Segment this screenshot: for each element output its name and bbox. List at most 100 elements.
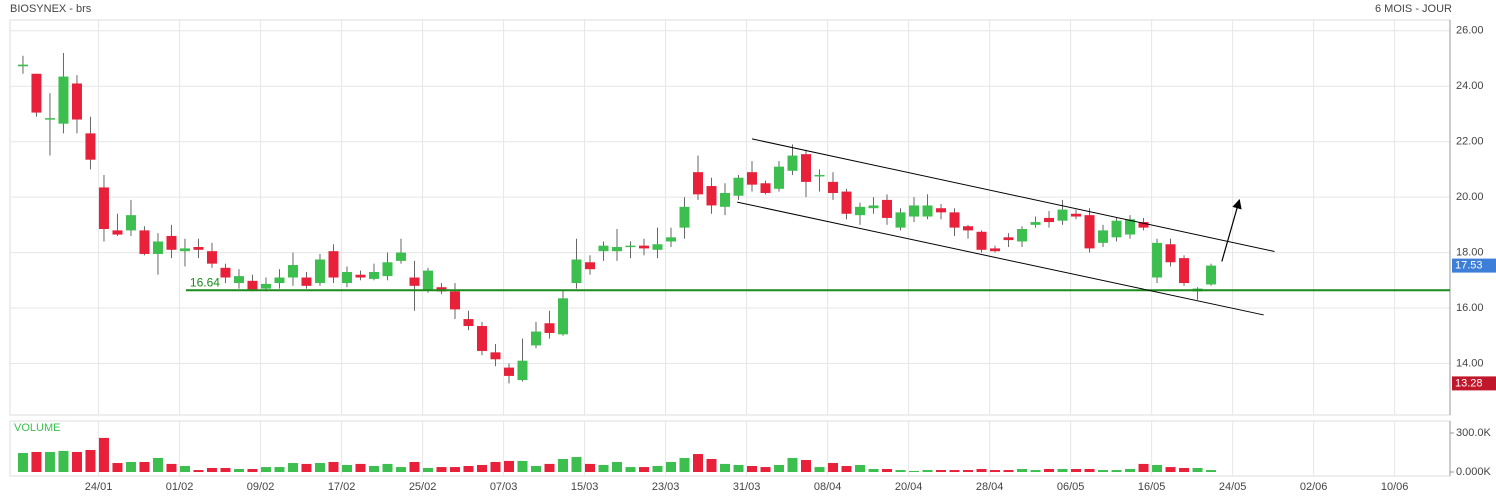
volume-bar: [274, 467, 285, 472]
volume-bar: [287, 463, 298, 472]
chart-subtitle: 6 MOIS - JOUR: [1375, 3, 1452, 15]
volume-bar: [882, 469, 893, 472]
volume-bar: [787, 457, 798, 472]
candle-body: [747, 172, 758, 185]
volume-bar: [530, 466, 541, 472]
volume-bar: [868, 469, 879, 472]
volume-bar: [503, 460, 514, 472]
volume-bar: [895, 470, 906, 472]
volume-bar: [652, 466, 663, 472]
y-tick-label: 14.00: [1456, 357, 1484, 369]
candle-body: [1111, 220, 1122, 238]
volume-bar: [828, 463, 839, 472]
volume-bar: [963, 470, 974, 472]
candle-body: [774, 166, 785, 189]
candle-body: [949, 212, 960, 228]
volume-bar: [598, 464, 609, 472]
candle-body: [693, 172, 704, 195]
candle-body: [476, 326, 487, 351]
candle-body: [706, 186, 717, 206]
candle-body: [1206, 265, 1217, 285]
volume-bar: [301, 463, 312, 472]
volume-bar: [382, 463, 393, 472]
volume-bar: [1125, 469, 1136, 472]
volume-bar: [1138, 463, 1149, 472]
y-tick-label: 0.000K: [1456, 466, 1492, 478]
volume-bar: [841, 466, 852, 472]
x-tick-label: 10/06: [1381, 481, 1409, 493]
candle-body: [1044, 217, 1055, 223]
x-tick-label: 08/04: [814, 481, 842, 493]
candle-body: [814, 174, 825, 177]
volume-bar: [666, 461, 677, 472]
volume-bar: [314, 463, 325, 472]
candle-body: [368, 271, 379, 279]
candle-body: [1084, 215, 1095, 249]
candle-body: [328, 251, 339, 278]
volume-bar: [733, 464, 744, 472]
candle-body: [247, 280, 258, 290]
chart-title: BIOSYNEX - brs: [10, 3, 92, 15]
y-tick-label: 300.0K: [1456, 427, 1492, 439]
candle-body: [1003, 237, 1014, 241]
candle-body: [963, 226, 974, 231]
candle-body: [1030, 222, 1041, 225]
volume-bar: [720, 463, 731, 472]
candle-body: [220, 267, 231, 278]
arrow: [1221, 198, 1242, 262]
candle-body: [17, 64, 28, 67]
candle-body: [152, 241, 163, 254]
candle-body: [855, 206, 866, 216]
volume-bar: [1165, 467, 1176, 472]
volume-bar: [1071, 469, 1082, 472]
last-price-label: 17.53: [1455, 259, 1483, 271]
volume-bar: [557, 458, 568, 472]
candle-body: [193, 247, 204, 250]
x-tick-label: 06/05: [1057, 481, 1085, 493]
candle-body: [652, 244, 663, 250]
volume-bar: [679, 457, 690, 472]
candle-body: [1179, 258, 1190, 284]
candle-body: [1071, 213, 1082, 217]
candle-body: [98, 187, 109, 230]
x-tick-label: 24/01: [85, 481, 113, 493]
volume-bar: [1057, 469, 1068, 472]
volume-bar: [98, 437, 109, 472]
volume-bar: [71, 451, 82, 472]
volume-bar: [1030, 470, 1041, 472]
candle-body: [206, 251, 217, 264]
candle-body: [490, 352, 501, 360]
candle-body: [936, 208, 947, 213]
candle-body: [233, 276, 244, 284]
volume-bar: [949, 470, 960, 472]
x-tick-label: 31/03: [733, 481, 761, 493]
candle-body: [922, 205, 933, 217]
volume-bar: [706, 458, 717, 472]
candle-body: [44, 118, 55, 120]
candle-body: [976, 231, 987, 250]
x-tick-label: 16/05: [1138, 481, 1166, 493]
volume-bar: [166, 463, 177, 472]
volume-bar: [58, 450, 69, 472]
volume-bar: [206, 467, 217, 472]
volume-bar: [909, 470, 920, 472]
candle-body: [463, 319, 474, 327]
volume-bar: [1206, 470, 1217, 472]
volume-bar: [44, 451, 55, 472]
y-tick-label: 22.00: [1456, 136, 1484, 148]
volume-bar: [31, 451, 42, 472]
volume-label: VOLUME: [14, 422, 60, 434]
candle-body: [760, 183, 771, 193]
volume-bar: [247, 469, 258, 472]
volume-bar: [1084, 469, 1095, 472]
volume-bar: [976, 469, 987, 472]
candle-body: [71, 83, 82, 120]
candle-body: [58, 76, 69, 124]
volume-bar: [476, 464, 487, 472]
candle-body: [1138, 222, 1149, 228]
candle-body: [611, 247, 622, 252]
volume-bar: [125, 461, 136, 472]
volume-bar: [193, 470, 204, 472]
volume-bar: [355, 463, 366, 472]
